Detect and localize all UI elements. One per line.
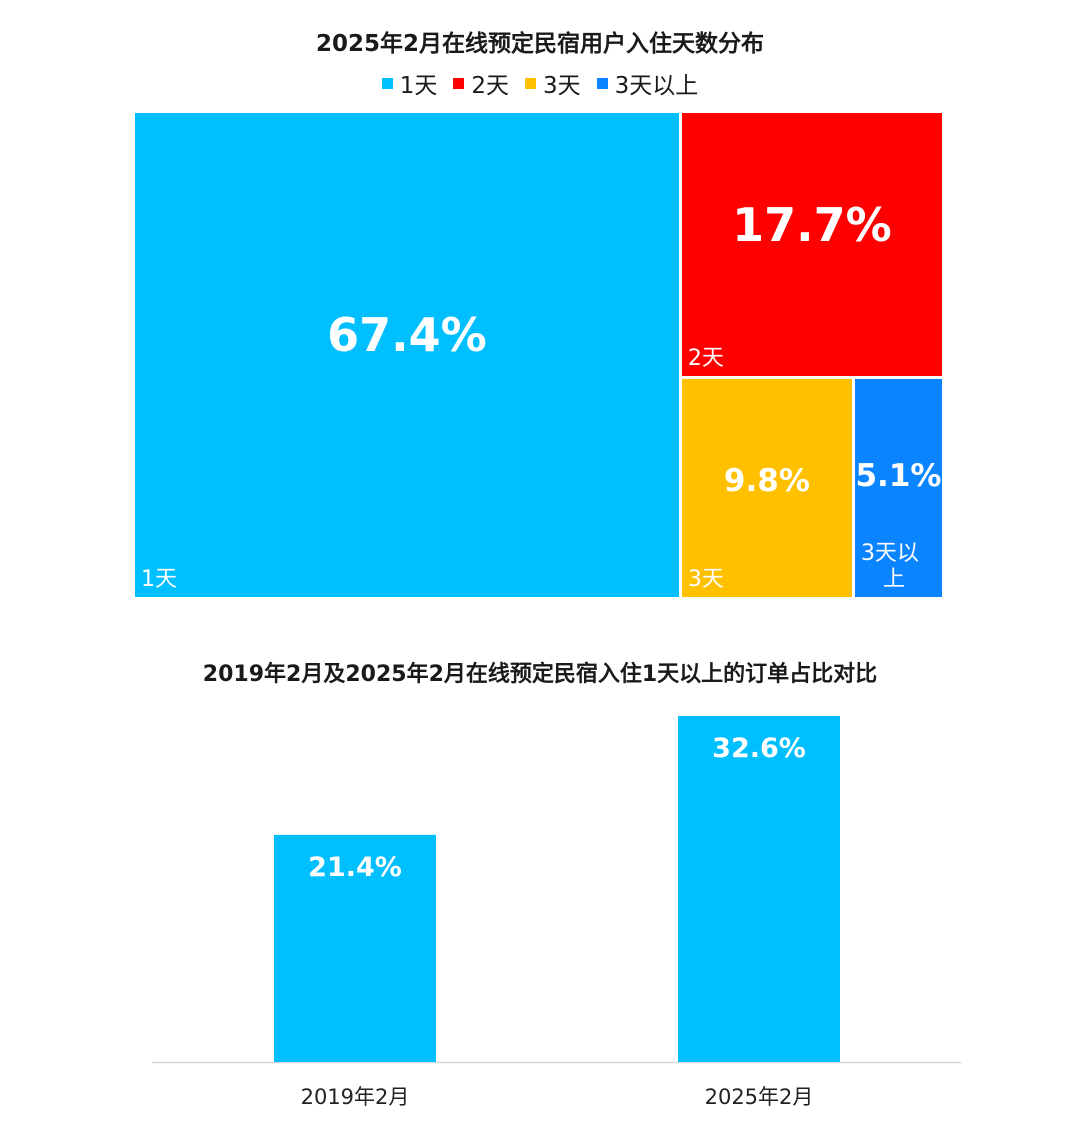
legend-label-3day-plus: 3天以上 [614,73,699,99]
legend-swatch-3day-plus [596,77,608,89]
legend-swatch-1day [381,77,393,89]
tile-label-line: 3天 [687,566,724,592]
legend-item-1day: 1天 [381,66,438,100]
tile-label-line: 2天 [687,345,724,371]
bar-1 [274,834,436,1062]
legend-item-3day-plus: 3天以上 [596,66,699,100]
treemap-legend: 1天 2天 3天 3天以上 [0,66,1080,100]
tile-value-2day: 17.7% [732,198,892,253]
x-tick-label-2: 2025年2月 [705,1085,814,1109]
tile-label-3day: 3天 [688,567,724,593]
legend-item-2day: 2天 [453,66,509,100]
treemap-tile-2day: 17.7% 2天 [681,113,942,376]
tile-label-1day: 1天 [141,567,177,593]
legend-swatch-2day [453,77,465,89]
bar-value-label-2: 32.6% [712,733,806,764]
tile-label-3day-plus: 3天以上 [861,541,919,593]
tile-value-3day: 9.8% [723,462,810,499]
treemap-tile-1day: 67.4% 1天 [135,113,679,597]
treemap-tile-3day: 9.8% 3天 [681,378,852,597]
tile-value-3day-plus: 5.1% [855,458,942,495]
x-tick-label-1: 2019年2月 [301,1085,410,1109]
tile-label-line: 上 [882,566,905,592]
legend-label-2day: 2天 [471,73,509,99]
tile-label-2day: 2天 [688,346,724,372]
treemap-tile-3day-plus: 5.1% 3天以上 [854,378,942,597]
bar-chart: 21.4% 2019年2月 32.6% 2025年2月 [152,716,962,1109]
bar-2 [678,716,840,1062]
legend-label-1day: 1天 [399,73,438,99]
legend-label-3day: 3天 [543,73,581,99]
tile-label-line: 1天 [141,567,177,592]
legend-swatch-3day [525,77,536,89]
bar-chart-title: 2019年2月及2025年2月在线预定民宿入住1天以上的订单占比对比 [202,662,878,687]
legend-item-3day: 3天 [525,66,581,100]
bar-value-label-1: 21.4% [308,852,402,883]
tile-label-line: 3天以 [860,540,919,566]
treemap-title: 2025年2月在线预定民宿用户入住天数分布 [315,31,765,57]
tile-value-1day: 67.4% [327,308,487,363]
